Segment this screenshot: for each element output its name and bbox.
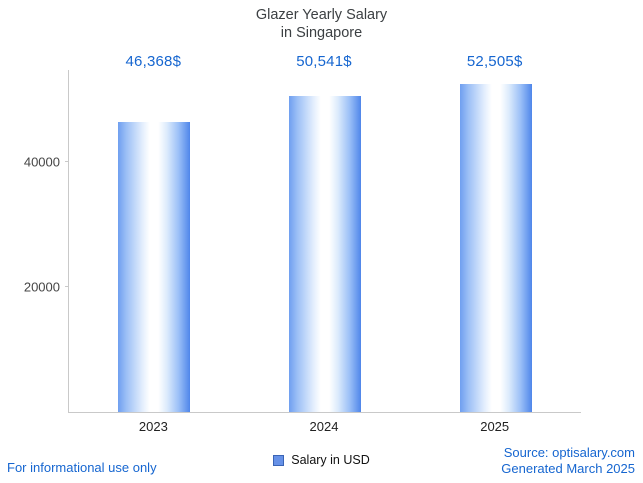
x-axis-label: 2023 (138, 419, 168, 434)
bar-column (69, 70, 240, 412)
x-axis-label: 2024 (309, 419, 339, 434)
bar-column (410, 70, 581, 412)
plot-area: 20000 40000 (24, 70, 581, 413)
bar-value-label: 52,505$ (466, 53, 523, 70)
legend-swatch-icon (273, 454, 285, 466)
bar-value-label: 50,541$ (296, 53, 352, 70)
generated-text: Generated March 2025 (501, 460, 635, 476)
y-axis-tick-label: 20000 (23, 279, 60, 295)
bar-column (240, 70, 411, 412)
chart-title: Glazer Yearly Salary in Singapore (255, 7, 388, 42)
x-axis-labels-row: 2023 2024 2025 (68, 419, 580, 434)
bar (289, 96, 361, 412)
bar (118, 122, 191, 412)
legend: Salary in USD (0, 453, 643, 467)
value-labels-row: 46,368$ 50,541$ 52,505$ (68, 53, 580, 70)
bars-row (69, 70, 581, 412)
bar-value-label: 46,368$ (125, 53, 182, 70)
y-axis-tick-mark (65, 286, 69, 287)
y-axis-tick-label: 40000 (23, 154, 60, 170)
source-block: Source: optisalary.com Generated March 2… (501, 445, 635, 478)
x-axis-label: 2025 (480, 419, 510, 434)
source-text: Source: optisalary.com (503, 444, 635, 460)
legend-label: Salary in USD (291, 453, 370, 467)
bar (459, 83, 532, 412)
disclaimer-text: For informational use only (7, 460, 157, 475)
y-axis-tick-mark (65, 161, 69, 162)
